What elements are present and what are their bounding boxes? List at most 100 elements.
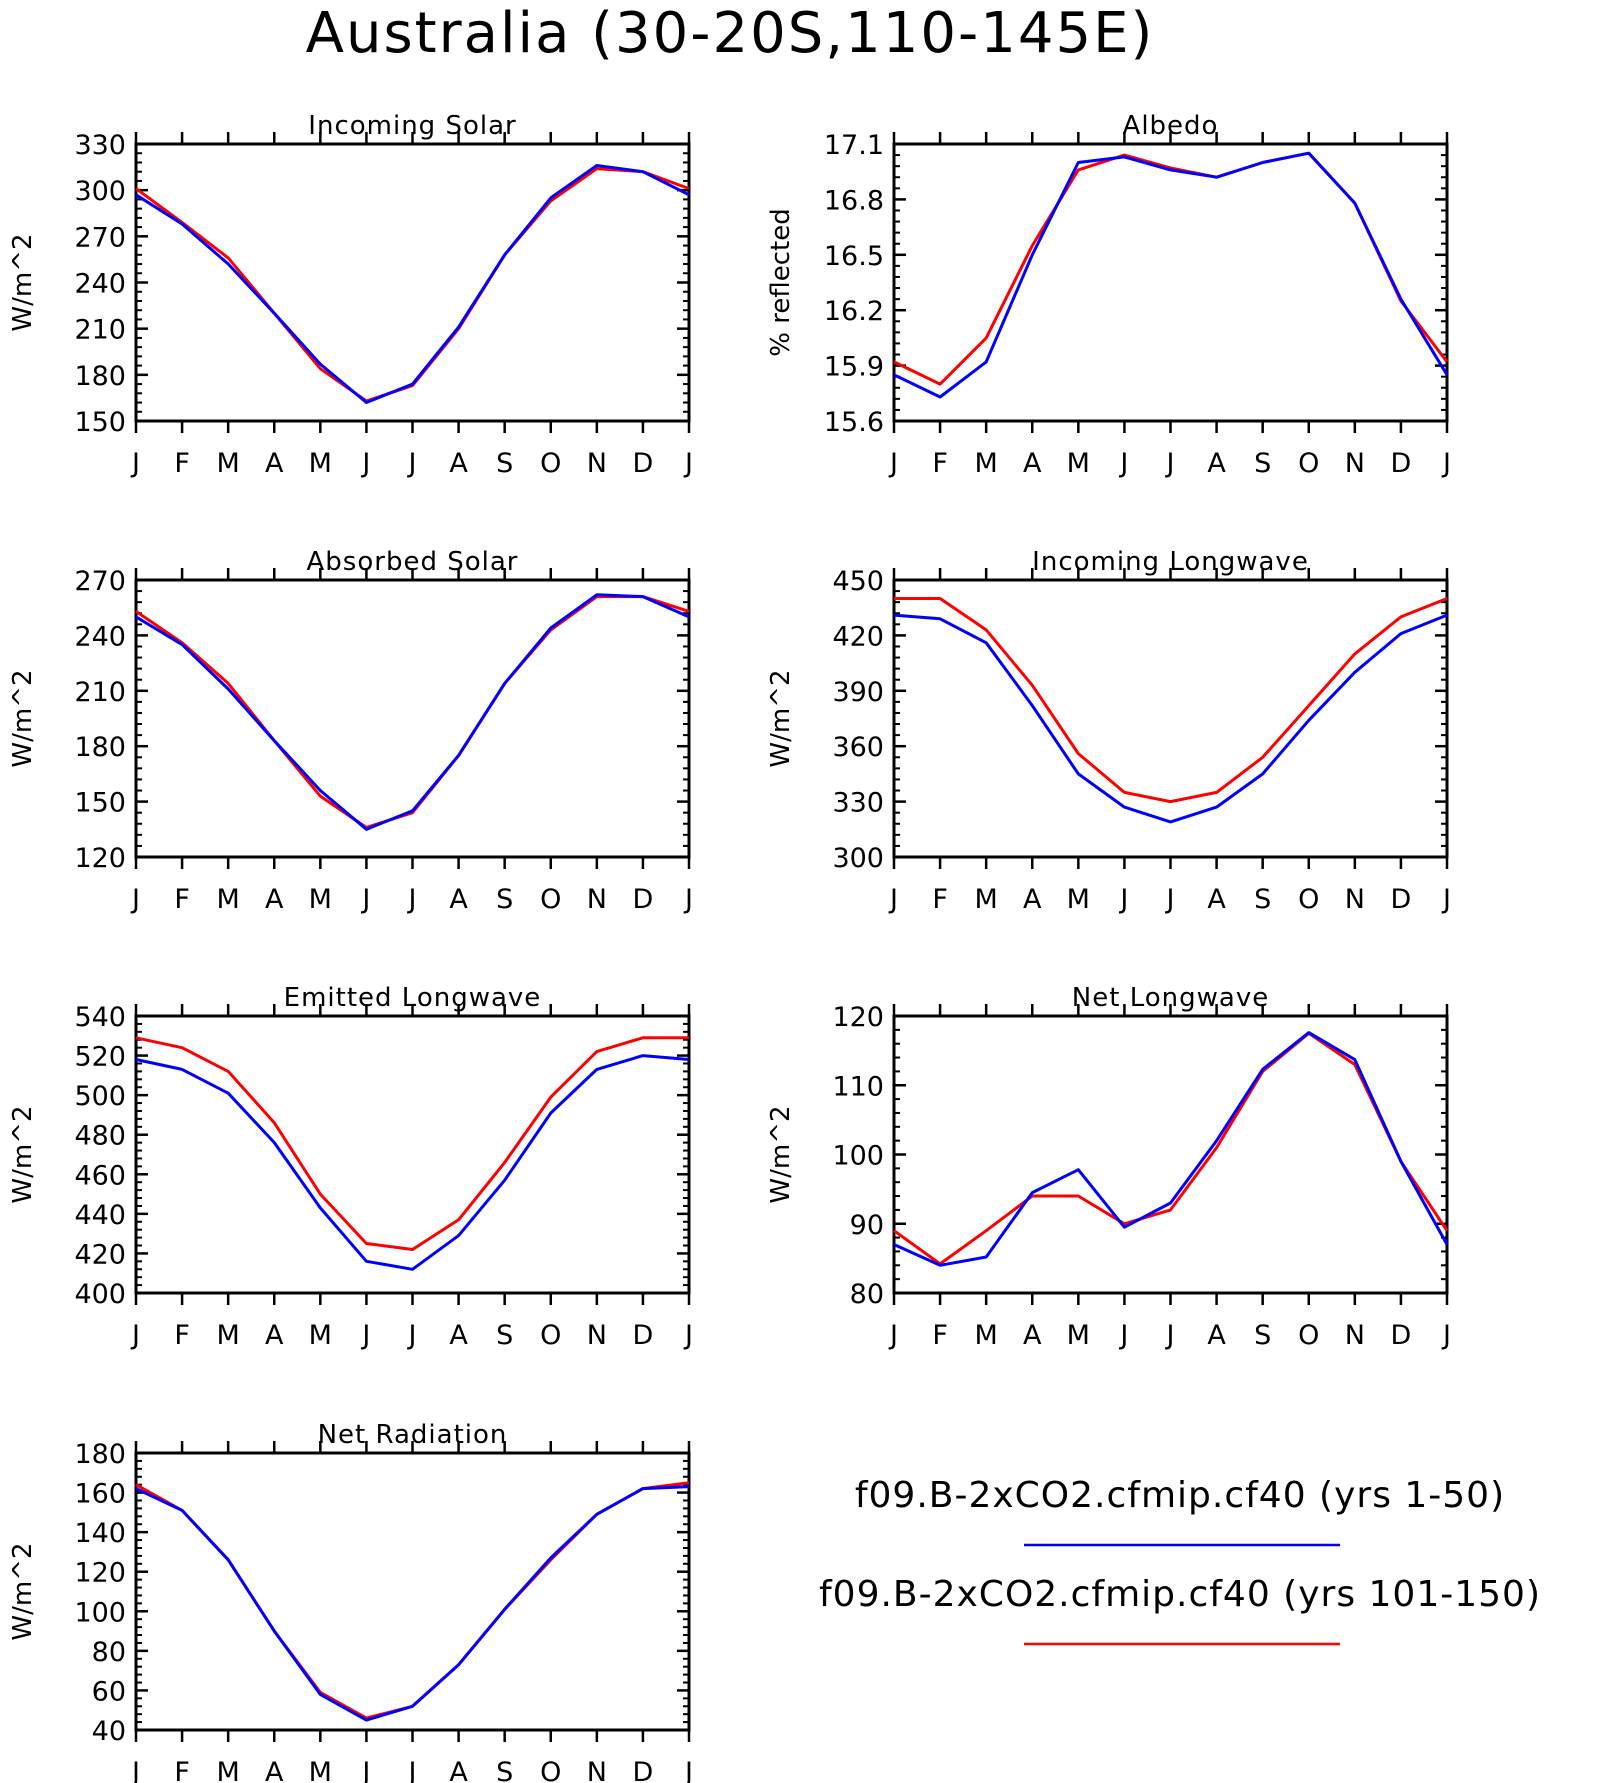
x-tick-label: O [1298,884,1319,915]
x-tick-label: M [975,884,998,915]
series-line-2 [135,164,690,404]
x-tick-label: J [888,448,898,479]
y-tick-label: 150 [74,407,126,438]
y-tick-label: 440 [74,1200,126,1231]
x-tick-label: M [1067,1320,1090,1351]
x-tick-label: J [130,448,140,479]
x-tick-label: D [633,448,654,479]
y-tick-label: 270 [74,222,126,253]
series-line-2 [893,151,1449,399]
series-line-2 [135,1485,690,1722]
y-tick-label: 420 [74,1239,126,1270]
x-tick-label: D [1391,1320,1412,1351]
y-tick-label: 16.2 [824,296,884,327]
x-tick-label: F [174,1757,190,1783]
x-tick-label: M [217,448,240,479]
x-tick-label: A [265,884,284,915]
x-tick-label: J [1118,1320,1128,1351]
x-tick-label: J [130,1320,140,1351]
x-tick-label: J [1165,1320,1175,1351]
x-tick-label: A [1023,448,1042,479]
y-tick-label: 15.9 [824,352,884,383]
plot-frame [892,1014,1449,1295]
x-tick-label: A [1207,448,1226,479]
x-tick-label: J [888,1320,898,1351]
x-tick-label: F [932,884,948,915]
legend-label-series-2: f09.B-2xCO2.cfmip.cf40 (yrs 101-150) [819,1574,1541,1615]
x-tick-label: F [174,884,190,915]
x-tick-label: M [217,1320,240,1351]
x-tick-label: A [265,1757,284,1783]
y-tick-label: 180 [74,361,126,392]
series-line-1 [135,1036,689,1251]
x-tick-label: S [496,1757,513,1783]
x-tick-label: O [540,1757,561,1783]
y-tick-label: 17.1 [824,130,884,161]
x-tick-label: J [407,884,417,915]
y-tick-label: 120 [74,843,126,874]
series-line-2 [135,1054,690,1271]
x-tick-label: M [309,884,332,915]
y-tick-label: 80 [850,1279,884,1310]
x-tick-label: J [683,884,693,915]
plot-frame [892,578,1449,859]
x-tick-label: A [449,448,468,479]
legend-label-series-1: f09.B-2xCO2.cfmip.cf40 (yrs 1-50) [855,1475,1505,1516]
x-tick-label: J [1118,884,1128,915]
x-tick-label: N [587,1320,607,1351]
y-tick-label: 450 [832,566,884,597]
x-tick-label: J [683,1320,693,1351]
y-tick-label: 100 [74,1597,126,1628]
x-tick-label: J [130,884,140,915]
x-tick-label: O [540,884,561,915]
y-tick-label: 480 [74,1121,126,1152]
y-tick-label: 16.5 [824,241,884,272]
x-tick-label: N [1345,884,1365,915]
y-axis-label: % reflected [766,208,796,356]
series-line-1 [135,1481,690,1720]
x-tick-label: J [683,1757,693,1783]
x-tick-label: M [975,1320,998,1351]
y-tick-label: 100 [832,1141,884,1172]
x-tick-label: O [540,448,561,479]
panels: Incoming SolarW/m^2150180210240270300330… [8,111,1451,1783]
x-tick-label: J [407,1757,417,1783]
y-tick-label: 540 [74,1002,126,1033]
x-tick-label: J [1441,448,1451,479]
y-tick-label: 390 [832,677,884,708]
x-tick-label: J [360,884,370,915]
x-tick-label: S [1254,884,1271,915]
x-tick-label: M [1067,884,1090,915]
y-tick-label: 460 [74,1160,126,1191]
y-tick-label: 330 [74,130,126,161]
x-tick-label: N [1345,1320,1365,1351]
y-tick-label: 270 [74,566,126,597]
y-tick-label: 420 [832,621,884,652]
y-tick-label: 210 [74,677,126,708]
y-tick-label: 40 [92,1716,126,1747]
legend: f09.B-2xCO2.cfmip.cf40 (yrs 1-50) f09.B-… [819,1475,1541,1646]
y-tick-label: 300 [74,176,126,207]
x-tick-label: J [683,448,693,479]
y-tick-label: 300 [832,843,884,874]
x-tick-label: A [449,1757,468,1783]
x-tick-label: S [1254,448,1271,479]
plot-frame [134,1014,691,1295]
y-tick-label: 16.8 [824,185,884,216]
panel-net-radiation: Net RadiationW/m^2406080100120140160180J… [8,1420,693,1783]
x-tick-label: F [932,1320,948,1351]
x-tick-label: A [1207,1320,1226,1351]
x-tick-label: S [496,884,513,915]
x-tick-label: O [1298,1320,1319,1351]
panel-albedo: Albedo% reflected15.615.916.216.516.817.… [766,111,1451,479]
y-tick-label: 150 [74,788,126,819]
y-tick-label: 520 [74,1042,126,1073]
y-tick-label: 360 [832,732,884,763]
x-tick-label: J [1441,1320,1451,1351]
x-tick-label: J [407,448,417,479]
x-tick-label: M [1067,448,1090,479]
x-tick-label: J [1165,448,1175,479]
x-tick-label: F [174,1320,190,1351]
x-tick-label: A [265,448,284,479]
